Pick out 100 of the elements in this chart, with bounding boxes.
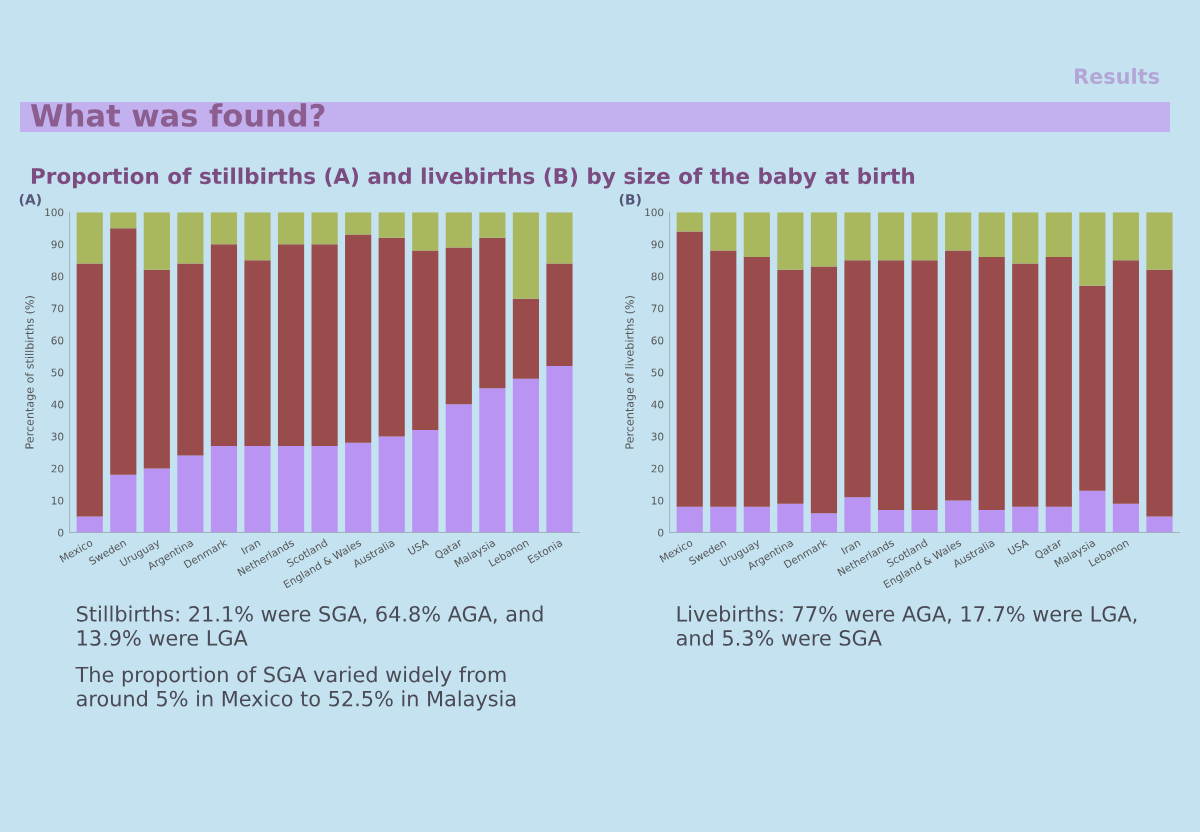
bar xyxy=(810,513,838,533)
bar xyxy=(210,244,238,446)
y-tick-label: 40 xyxy=(651,400,664,409)
bar xyxy=(143,468,170,533)
bar xyxy=(911,260,938,511)
bar xyxy=(479,212,506,238)
y-tick-label: 80 xyxy=(651,272,664,281)
bar xyxy=(676,231,703,507)
bar xyxy=(877,510,905,533)
y-tick-label: 90 xyxy=(51,240,64,249)
bar xyxy=(345,212,372,235)
bar xyxy=(945,250,972,501)
bar xyxy=(1112,260,1139,504)
bar xyxy=(546,263,573,366)
bar xyxy=(244,212,271,261)
bar xyxy=(244,445,271,533)
y-tick-label: 60 xyxy=(651,336,664,345)
bar xyxy=(1079,212,1106,286)
bar xyxy=(445,404,472,533)
bar xyxy=(412,429,439,533)
bar xyxy=(1045,506,1072,533)
y-tick-label: 90 xyxy=(651,240,664,249)
bar xyxy=(177,263,204,456)
y-tick-label: 30 xyxy=(51,432,64,441)
bar xyxy=(110,474,137,533)
bar xyxy=(412,250,439,430)
y-tick-label: 40 xyxy=(51,400,64,409)
bar xyxy=(743,257,770,507)
y-tick-label: 10 xyxy=(51,496,64,505)
y-tick-label: 60 xyxy=(51,336,64,345)
bar xyxy=(445,212,472,248)
bar xyxy=(945,212,972,251)
bar xyxy=(945,500,972,533)
text: Results xyxy=(1075,67,1160,85)
bar xyxy=(76,516,103,533)
chart-title: (A) xyxy=(19,193,41,207)
text: Livebirths: 77% were AGA, 17.7% were LGA, and 5.3% were SGA xyxy=(676,605,1137,646)
bar xyxy=(277,212,305,245)
bar xyxy=(546,365,573,533)
bar xyxy=(676,212,703,232)
bar xyxy=(844,497,871,533)
bar xyxy=(978,212,1005,257)
bar xyxy=(210,445,238,533)
bar xyxy=(978,510,1005,533)
bar xyxy=(1146,269,1173,517)
bar xyxy=(810,212,838,267)
bar xyxy=(810,266,838,514)
bar xyxy=(978,257,1005,511)
bar xyxy=(177,212,204,264)
y-tick-label: 0 xyxy=(658,528,664,537)
bar xyxy=(1012,212,1039,264)
bar xyxy=(76,212,103,264)
y-tick-label: 50 xyxy=(651,368,664,377)
bar xyxy=(378,212,405,238)
bar xyxy=(210,212,238,245)
bar xyxy=(777,503,804,533)
bar xyxy=(1079,490,1106,533)
bar xyxy=(777,269,804,504)
bar xyxy=(311,445,338,533)
text: Proportion of stillbirths (A) and livebirths (B) by size of the baby at birth xyxy=(31,167,915,189)
y-tick-label: 20 xyxy=(51,464,64,473)
bar xyxy=(311,244,338,446)
bar xyxy=(911,510,938,533)
chart-title: (B) xyxy=(619,193,641,207)
bar xyxy=(1112,503,1139,533)
y-tick-label: 70 xyxy=(651,304,664,313)
bar xyxy=(177,455,204,533)
bar xyxy=(877,260,905,511)
bar xyxy=(345,234,372,443)
bar xyxy=(445,247,472,405)
bar xyxy=(1146,516,1173,533)
y-axis-title: Percentage of stillbirths (%) xyxy=(25,296,36,449)
y-tick-label: 50 xyxy=(51,368,64,377)
bar xyxy=(743,212,770,257)
bar xyxy=(311,212,338,245)
bar xyxy=(676,506,703,533)
bar xyxy=(844,212,871,261)
text: The proportion of SGA varied widely from around 5% in Mexico to 52.5% in Malaysia xyxy=(75,666,516,711)
bar xyxy=(76,263,103,517)
bar xyxy=(143,212,170,270)
bar xyxy=(1146,212,1173,270)
text: Stillbirths: 21.1% were SGA, 64.8% AGA, and 13.9% were LGA xyxy=(76,605,543,646)
bar xyxy=(777,212,804,270)
bar xyxy=(844,260,871,498)
bar xyxy=(378,436,405,533)
bar xyxy=(1045,212,1072,257)
bar xyxy=(512,212,539,299)
bar xyxy=(710,212,737,251)
bar xyxy=(710,506,737,533)
y-tick-label: 100 xyxy=(645,208,664,217)
bar xyxy=(1112,212,1139,261)
x-tick-label: USA xyxy=(1007,538,1030,556)
bar xyxy=(1079,285,1106,491)
bar xyxy=(244,260,271,446)
y-tick-label: 100 xyxy=(45,208,64,217)
y-axis-title: Percentage of livebirths (%) xyxy=(625,296,636,449)
bar xyxy=(710,250,737,507)
text: What was found? xyxy=(30,103,325,127)
bar xyxy=(143,269,170,469)
y-tick-label: 10 xyxy=(651,496,664,505)
